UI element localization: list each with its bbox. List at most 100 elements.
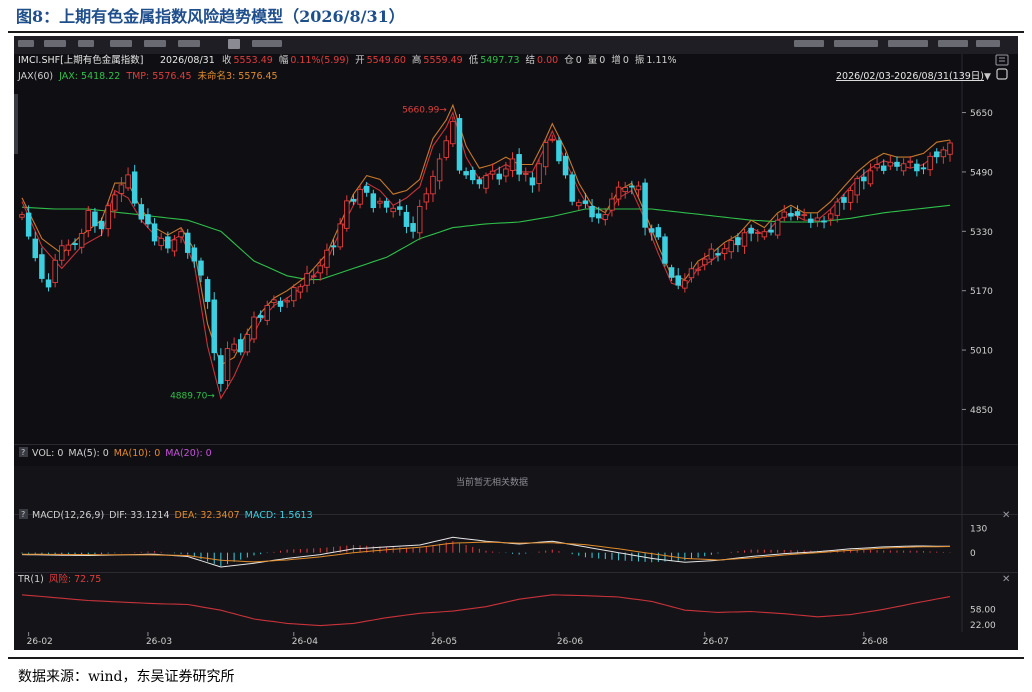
candle-body [489,170,496,175]
header-value: 5553.49 [234,55,273,66]
candle-body [781,211,788,218]
date-label: 2026/08/31 [160,55,215,66]
candle-body [65,244,72,251]
candle-body [271,299,277,304]
chart-terminal: IMCI.SHF[上期有色金属指数] 2026/08/31 收 5553.49 幅 0… [14,36,1018,650]
candle-body [827,213,834,220]
candle-body [701,258,708,266]
candle-body [562,155,569,176]
candle-body [430,175,436,195]
header-value: 0 [599,55,605,66]
candle-body [145,214,151,225]
extreme-label: 5660.99→ [402,105,447,115]
header-value: 风险: 72.75 [49,573,101,585]
extreme-label: 4889.70→ [170,392,215,402]
candle-body [416,205,423,234]
candle-body [556,140,562,162]
candle-body [595,213,602,219]
candle-body [383,200,390,208]
candle-body [304,273,310,286]
macd-title: MACD(12,26,9) DIF: 33.1214 DEA: 32.3407 MAC… [32,510,313,521]
candle-body [880,165,887,171]
candle-body [648,228,655,233]
settings-icon[interactable] [996,68,1008,80]
candle-body [59,245,65,261]
candle-body [78,233,85,248]
candle-body [549,138,556,141]
candle-body [112,194,118,211]
candle-body [476,179,483,185]
candle-body [516,154,522,175]
candle-body [118,184,125,194]
candle-body [874,164,880,169]
candlesticks [19,114,953,392]
date-range[interactable]: 2026/02/03-2026/08/31(139日) [836,71,984,82]
candle-body [542,142,549,168]
price-tick-label: 5330 [970,228,993,238]
candle-body [151,223,158,242]
header-value: 0.11%(5.99) [290,55,349,66]
candle-body [635,185,642,191]
candle-body [569,174,575,202]
candle-body [330,245,337,248]
header-value: JAX(60) [17,71,53,82]
candle-body [609,198,615,211]
header-value: TMP: 5576.45 [125,71,191,82]
range-dropdown-icon[interactable]: ▼ [984,72,991,82]
candle-body [728,240,735,253]
candle-body [178,231,184,238]
candle-body [695,268,701,271]
panel-menu-icon[interactable] [995,54,1009,66]
candle-body [443,140,449,158]
header-value: DEA: 32.3407 [175,510,240,521]
candle-body [927,155,933,171]
candle-body [25,212,32,237]
header-value: MA(20): 0 [165,448,211,459]
header-value: 幅 [279,54,289,66]
candle-body [403,211,410,227]
quote-header: IMCI.SHF[上期有色金属指数] 2026/08/31 收 5553.49 幅 0… [14,54,1009,154]
candle-body [801,214,807,217]
candle-body [350,198,357,202]
tr-panel: TR(1) 风险: 72.75 58.00 22.00 ✕ [17,573,1010,631]
unnamed3-line [21,103,951,366]
candle-body [933,151,940,158]
top-rule [8,31,1024,33]
header-value: 开 [355,55,365,66]
candle-body [735,237,741,246]
header-value: 收 [222,54,232,66]
candle-body [715,253,721,256]
candle-body [224,348,231,381]
tr-line [21,594,951,627]
candle-body [45,279,52,288]
header-value: JAX: 5418.22 [58,71,120,82]
header-value: MACD(12,26,9) [32,510,104,521]
tr-title: TR(1) 风险: 72.75 [17,573,101,585]
tr-close-icon[interactable]: ✕ [1002,574,1010,585]
candle-body [211,299,217,354]
macd-close-icon[interactable]: ✕ [1002,510,1010,521]
candle-body [98,220,105,230]
candle-body [310,275,317,278]
x-tick-label: 26-07 [703,637,729,647]
vol-help-icon[interactable] [19,447,28,457]
candle-body [324,249,330,268]
x-tick-label: 26-05 [431,637,457,647]
macd-help-icon[interactable] [19,509,28,519]
scroll-handle[interactable] [14,94,18,154]
vol-help-glyph: ? [21,448,25,457]
header-value: 增 [611,54,621,66]
x-tick-label: 26-06 [557,637,583,647]
candle-body [390,207,396,213]
candle-body [536,163,542,184]
candle-body [337,223,343,248]
price-annotations: 5660.99→ 4889.70→ [170,105,447,401]
header-value: 结 [526,54,536,66]
candle-body [297,286,304,293]
macd-tick-label: 130 [970,524,987,534]
candle-body [317,265,324,274]
candle-body [847,190,854,203]
indicator-values: JAX(60) JAX: 5418.22 TMP: 5576.45 未命名3: 557… [17,70,278,82]
candle-body [496,173,503,180]
header-value: MACD: 1.5613 [245,510,313,521]
